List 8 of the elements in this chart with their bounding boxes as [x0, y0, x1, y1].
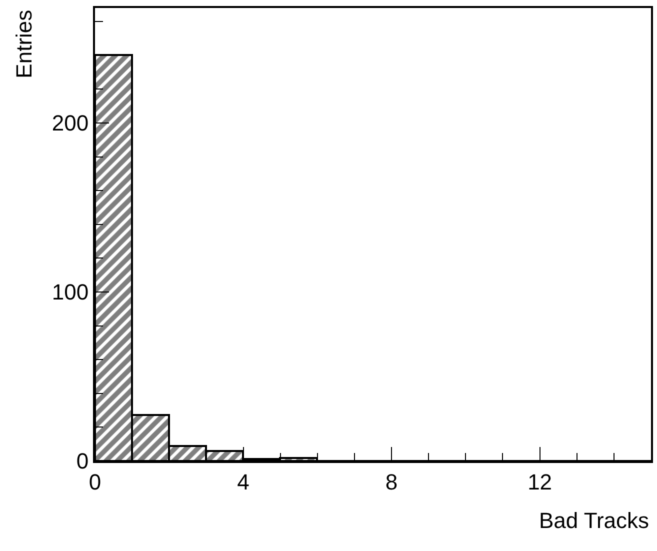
x-tick-label: 8 [385, 469, 398, 494]
y-axis-title: Entries [11, 10, 36, 78]
y-tick-label: 0 [76, 448, 89, 474]
y-tick-label: 200 [52, 110, 89, 136]
x-tick-label: 4 [237, 469, 250, 494]
y-tick-label: 100 [52, 280, 89, 305]
x-axis-title: Bad Tracks [539, 508, 650, 533]
x-tick-label: 12 [528, 469, 552, 494]
